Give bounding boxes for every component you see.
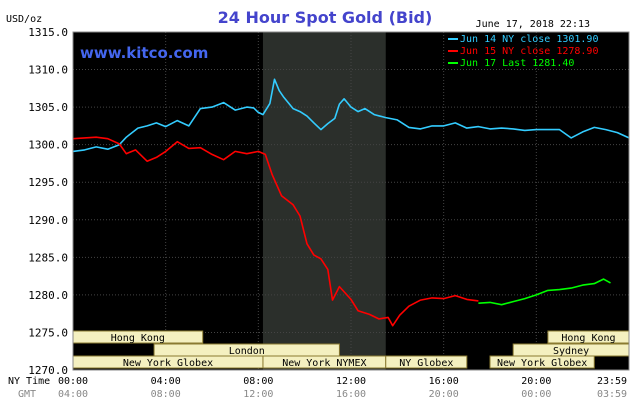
y-tick-label: 1315.0	[28, 26, 68, 39]
y-tick-label: 1310.0	[28, 64, 68, 77]
session-label: Hong Kong	[561, 333, 615, 344]
series-line	[72, 136, 479, 327]
x-tick-label-ny: 00:00	[58, 376, 88, 387]
y-tick-label: 1290.0	[28, 214, 68, 227]
session-label: Sydney	[553, 346, 589, 357]
session-label: New York Globex	[497, 358, 587, 369]
x-tick-label-ny: 23:59	[597, 376, 627, 387]
x-tick-label-ny: 20:00	[521, 376, 551, 387]
x-tick-label-gmt: 16:00	[336, 389, 366, 400]
series-line	[478, 278, 611, 306]
y-tick-label: 1300.0	[28, 139, 68, 152]
chart-title: 24 Hour Spot Gold (Bid)	[218, 8, 433, 27]
plot-border	[72, 31, 630, 371]
x-tick-label-gmt: 00:00	[521, 389, 551, 400]
series-line	[72, 78, 630, 153]
x-axis-ticks: 00:00 04:00 04:00 08:00 08:00 12:00 12:00 16:00…	[58, 376, 627, 400]
x-tick-label-gmt: 20:00	[429, 389, 459, 400]
legend-label: Jun 14 NY close 1301.90	[460, 34, 598, 45]
legend-label: Jun 17 Last 1281.40	[460, 58, 574, 69]
session-label: London	[229, 346, 265, 357]
gmt-axis-label: GMT	[18, 389, 36, 400]
session-label: NY Globex	[399, 358, 453, 369]
shaded-session-band	[262, 32, 386, 370]
y-axis-unit-label: USD/oz	[6, 14, 42, 25]
session-label: Hong Kong	[111, 333, 165, 344]
x-tick-label-ny: 12:00	[336, 376, 366, 387]
timestamp: June 17, 2018 22:13	[476, 19, 590, 30]
legend-label: Jun 15 NY close 1278.90	[460, 46, 598, 57]
x-tick-label-gmt: 03:59	[597, 389, 627, 400]
y-axis-ticks: 1315.0 1310.0 1305.0 1300.0 1295.0 1290.0 1285…	[28, 26, 68, 377]
watermark: www.kitco.com	[80, 44, 208, 62]
y-tick-label: 1285.0	[28, 251, 68, 264]
y-tick-label: 1280.0	[28, 289, 68, 302]
x-tick-label-ny: 04:00	[151, 376, 181, 387]
ny-time-axis-label: NY Time	[8, 376, 50, 387]
x-tick-label-gmt: 04:00	[58, 389, 88, 400]
session-label: New York Globex	[123, 358, 213, 369]
session-bar	[385, 355, 468, 369]
session-bar	[489, 355, 595, 369]
x-tick-label-gmt: 08:00	[151, 389, 181, 400]
session-label: New York NYMEX	[282, 358, 366, 369]
y-tick-label: 1275.0	[28, 326, 68, 339]
x-tick-label-gmt: 12:00	[243, 389, 273, 400]
x-tick-label-ny: 16:00	[429, 376, 459, 387]
x-tick-label-ny: 08:00	[243, 376, 273, 387]
y-tick-label: 1270.0	[28, 364, 68, 377]
y-tick-label: 1305.0	[28, 101, 68, 114]
price-series	[72, 78, 630, 327]
y-tick-label: 1295.0	[28, 176, 68, 189]
